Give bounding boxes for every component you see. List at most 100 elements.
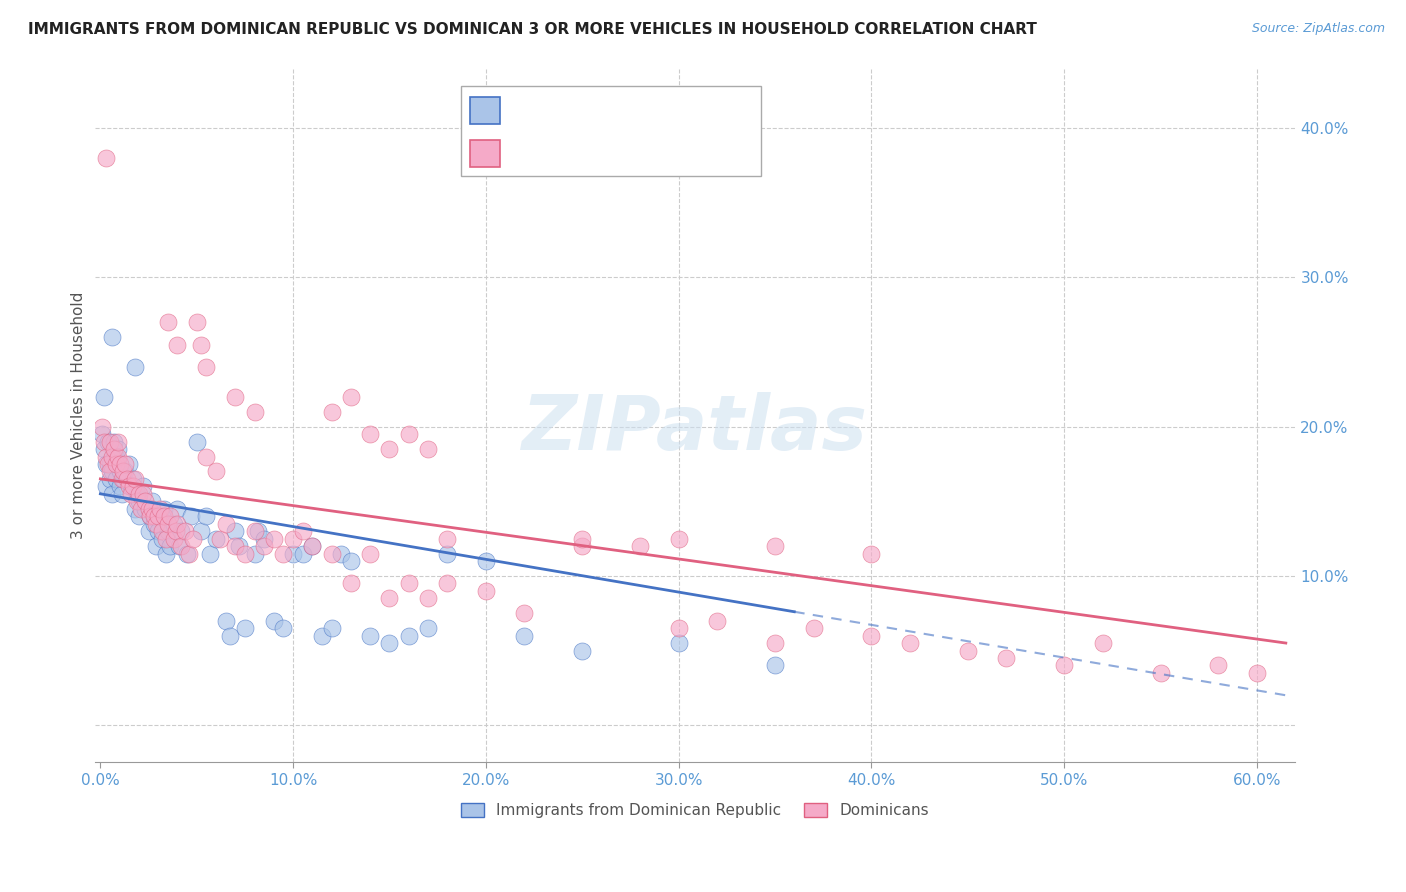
Point: [134, 494, 156, 508]
Point: [228, 539, 250, 553]
Point: [253, 532, 276, 546]
Point: [214, 614, 236, 628]
Point: [513, 629, 536, 643]
Point: [170, 539, 193, 553]
Point: [128, 494, 150, 508]
Point: [233, 547, 256, 561]
Point: [763, 658, 786, 673]
Point: [181, 532, 204, 546]
Point: [101, 450, 124, 464]
Point: [155, 547, 177, 561]
Point: [166, 337, 188, 351]
Point: [145, 516, 167, 531]
Point: [330, 547, 353, 561]
Point: [145, 539, 167, 553]
Point: [125, 487, 148, 501]
Point: [416, 442, 439, 456]
Point: [177, 547, 200, 561]
Point: [803, 621, 825, 635]
Point: [103, 434, 125, 449]
Point: [174, 524, 197, 538]
Point: [150, 532, 173, 546]
Point: [139, 509, 162, 524]
Point: [301, 539, 323, 553]
Point: [378, 636, 401, 650]
Point: [321, 547, 343, 561]
Point: [124, 359, 146, 374]
Point: [143, 516, 166, 531]
Point: [860, 629, 883, 643]
Point: [340, 390, 363, 404]
Point: [166, 516, 188, 531]
Point: [263, 532, 285, 546]
Point: [128, 509, 150, 524]
Point: [156, 315, 179, 329]
Point: [398, 576, 420, 591]
Point: [398, 427, 420, 442]
Point: [104, 450, 127, 464]
Point: [114, 465, 136, 479]
Point: [155, 532, 177, 546]
Point: [378, 591, 401, 606]
Point: [291, 547, 314, 561]
Text: IMMIGRANTS FROM DOMINICAN REPUBLIC VS DOMINICAN 3 OR MORE VEHICLES IN HOUSEHOLD : IMMIGRANTS FROM DOMINICAN REPUBLIC VS DO…: [28, 22, 1038, 37]
Point: [224, 539, 246, 553]
Point: [98, 465, 121, 479]
Point: [273, 621, 295, 635]
Point: [628, 539, 651, 553]
Point: [208, 532, 231, 546]
Legend: Immigrants from Dominican Republic, Dominicans: Immigrants from Dominican Republic, Domi…: [456, 797, 935, 824]
Point: [143, 509, 166, 524]
Point: [93, 390, 115, 404]
Point: [108, 457, 131, 471]
Point: [176, 547, 198, 561]
Point: [195, 509, 218, 524]
Point: [138, 501, 160, 516]
Point: [97, 457, 120, 471]
Point: [112, 465, 135, 479]
Point: [359, 629, 381, 643]
Point: [93, 442, 115, 456]
Point: [159, 539, 181, 553]
Point: [162, 516, 184, 531]
Point: [214, 516, 236, 531]
Point: [359, 427, 381, 442]
Point: [122, 472, 145, 486]
Point: [247, 524, 270, 538]
Point: [475, 583, 498, 598]
Point: [243, 405, 266, 419]
Point: [148, 509, 170, 524]
Point: [94, 151, 117, 165]
Point: [132, 479, 155, 493]
Point: [141, 494, 163, 508]
Point: [107, 450, 129, 464]
Point: [436, 532, 458, 546]
Point: [112, 472, 135, 486]
Point: [101, 330, 124, 344]
Point: [166, 501, 188, 516]
Point: [436, 547, 458, 561]
Point: [97, 434, 120, 449]
Point: [340, 576, 363, 591]
Point: [94, 450, 117, 464]
Point: [253, 539, 276, 553]
Point: [218, 629, 240, 643]
Point: [180, 509, 202, 524]
Point: [98, 434, 121, 449]
Point: [118, 479, 141, 493]
Point: [281, 532, 304, 546]
Point: [148, 524, 170, 538]
Point: [110, 487, 132, 501]
Point: [107, 434, 129, 449]
Point: [668, 621, 690, 635]
Point: [378, 442, 401, 456]
Point: [571, 643, 593, 657]
Point: [956, 643, 979, 657]
Point: [186, 315, 208, 329]
Point: [128, 487, 150, 501]
Point: [98, 457, 121, 471]
Point: [162, 532, 184, 546]
Point: [103, 450, 125, 464]
Point: [195, 359, 218, 374]
Point: [281, 547, 304, 561]
